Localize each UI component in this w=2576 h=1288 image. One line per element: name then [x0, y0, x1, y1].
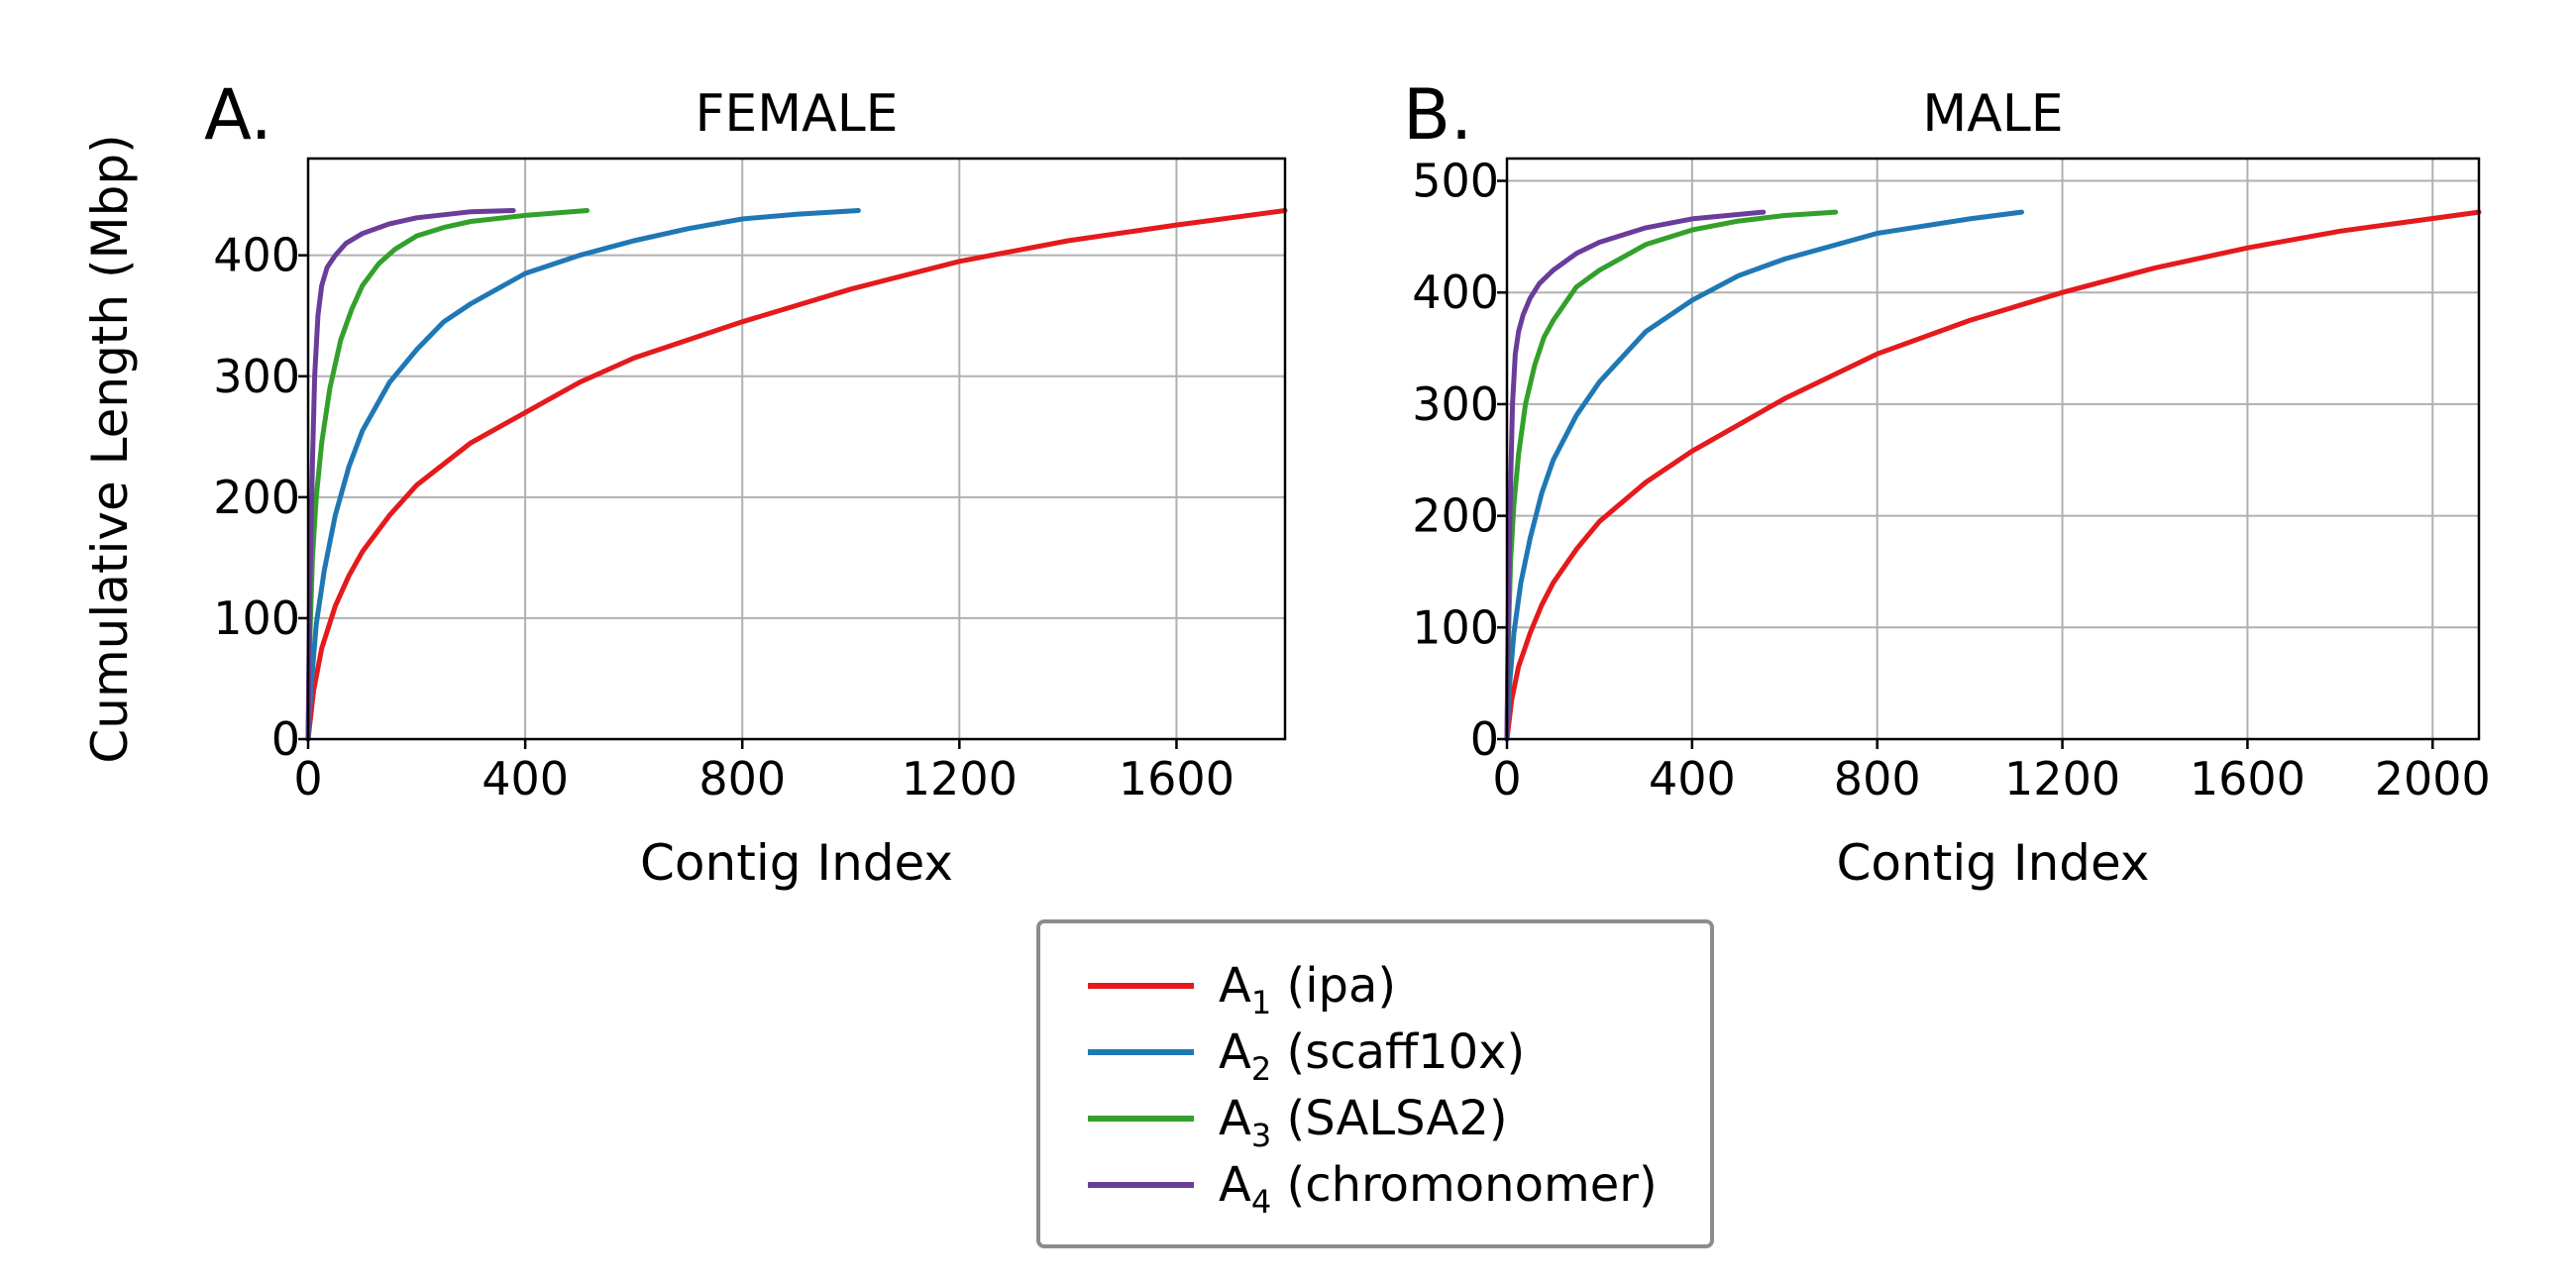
y-tick-label: 100: [213, 591, 300, 645]
legend-label-ipa: A1 (ipa): [1219, 958, 1396, 1021]
panel-male: 0 400 800 1200 1600 2000 0 100 200 300 400 500 MALE B…: [1403, 74, 2491, 892]
male-x-axis-label: Contig Index: [1837, 834, 2150, 892]
y-tick-label: 200: [213, 471, 300, 524]
y-tick-label: 300: [213, 350, 300, 403]
female-plot-frame: [306, 157, 1287, 741]
male-series-scaff10x: [1504, 209, 2024, 742]
female-series-chromonomer: [305, 208, 516, 742]
x-tick-label: 1600: [2190, 752, 2306, 805]
male-series-chromonomer: [1504, 209, 1767, 742]
male-title: MALE: [1922, 84, 2063, 144]
female-series-SALSA2: [305, 208, 590, 742]
legend-box: [1036, 919, 1714, 1248]
y-tick-label: 500: [1412, 155, 1499, 208]
x-tick-label: 2000: [2375, 752, 2491, 805]
female-title: FEMALE: [695, 84, 898, 144]
y-tick-label: 200: [1412, 489, 1499, 543]
y-tick-label: 100: [1412, 600, 1499, 654]
y-tick-label: 400: [1412, 266, 1499, 319]
x-tick-label: 800: [698, 752, 786, 805]
male-grid: [1507, 159, 2479, 739]
female-series-ipa: [305, 208, 1288, 742]
y-tick-label: 400: [213, 229, 300, 282]
female-x-axis-label: Contig Index: [640, 834, 953, 892]
y-tick-label: 300: [1412, 377, 1499, 431]
legend-label-scaff10x: A2 (scaff10x): [1219, 1024, 1525, 1088]
y-tick-label: 0: [271, 712, 300, 766]
legend-label-chromonomer: A4 (chromonomer): [1219, 1157, 1658, 1221]
x-tick-label: 800: [1834, 752, 1921, 805]
panel-female: 0 400 800 1200 1600 0 100 200 300 400 FEMALE A. Cont…: [81, 74, 1288, 892]
x-tick-label: 1200: [2004, 752, 2120, 805]
female-y-axis-label: Cumulative Length (Mbp): [81, 134, 139, 763]
female-grid: [308, 159, 1285, 739]
x-tick-label: 400: [1649, 752, 1736, 805]
legend-label-SALSA2: A3 (SALSA2): [1219, 1091, 1508, 1154]
x-tick-label: 400: [482, 752, 569, 805]
male-series-SALSA2: [1504, 209, 1839, 742]
x-tick-label: 0: [1492, 752, 1521, 805]
male-panel-letter: B.: [1403, 74, 1472, 156]
legend: A1 (ipa)A2 (scaff10x)A3 (SALSA2)A4 (chro…: [1036, 919, 1714, 1248]
female-series-scaff10x: [305, 208, 861, 742]
male-plot-frame: [1505, 157, 2481, 741]
female-panel-letter: A.: [204, 74, 272, 156]
y-tick-label: 0: [1470, 712, 1499, 766]
x-tick-label: 1200: [902, 752, 1018, 805]
male-series-ipa: [1504, 209, 2482, 742]
x-tick-label: 0: [293, 752, 322, 805]
x-tick-label: 1600: [1119, 752, 1234, 805]
